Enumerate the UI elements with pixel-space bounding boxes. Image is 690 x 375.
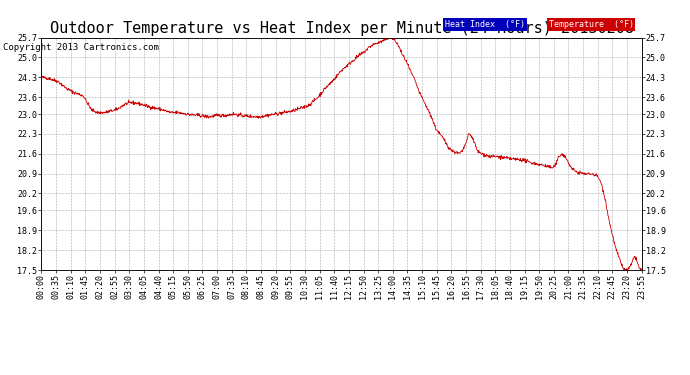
Text: Copyright 2013 Cartronics.com: Copyright 2013 Cartronics.com	[3, 43, 159, 52]
Text: Temperature  (°F): Temperature (°F)	[549, 20, 633, 29]
Title: Outdoor Temperature vs Heat Index per Minute (24 Hours) 20130208: Outdoor Temperature vs Heat Index per Mi…	[50, 21, 633, 36]
Text: Heat Index  (°F): Heat Index (°F)	[445, 20, 525, 29]
